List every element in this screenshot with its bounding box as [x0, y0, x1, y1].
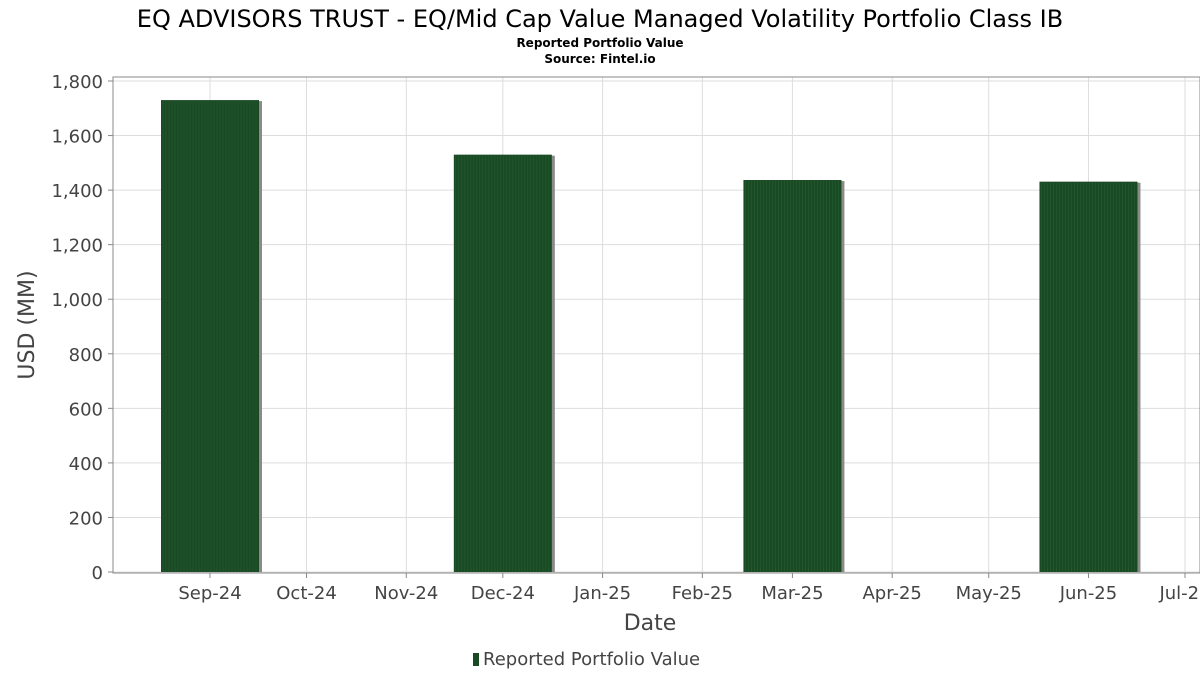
x-tick-label: Mar-25 [761, 583, 823, 604]
grid [113, 77, 1200, 573]
y-tick-label: 1,600 [51, 127, 103, 148]
x-axis: Sep-24 Oct-24 Nov-24 Dec-24 Jan-25 Feb-25 Mar-… [178, 573, 1200, 604]
legend: Reported Portfolio Value [473, 649, 700, 670]
x-tick-label: Feb-25 [672, 583, 733, 604]
x-tick-label: Nov-24 [374, 583, 438, 604]
bar [161, 100, 259, 572]
y-axis: 0 200 400 600 800 1,000 1,200 1,400 1,600 1,800 [51, 72, 113, 584]
x-tick-label: May-25 [956, 583, 1022, 604]
x-tick-label: Sep-24 [178, 583, 241, 604]
y-tick-label: 1,000 [51, 290, 103, 311]
bar [453, 154, 552, 572]
y-tick-label: 200 [69, 508, 103, 529]
bar [1039, 181, 1138, 572]
y-axis-label: USD (MM) [15, 270, 40, 379]
chart-subtitle: Reported Portfolio Value [516, 36, 683, 50]
y-tick-label: 1,200 [51, 236, 103, 257]
y-tick-label: 400 [69, 454, 103, 475]
x-tick-label: Jun-25 [1059, 583, 1118, 604]
legend-label: Reported Portfolio Value [483, 649, 700, 670]
x-tick-label: Apr-25 [862, 583, 921, 604]
y-tick-label: 1,400 [51, 181, 103, 202]
y-tick-label: 600 [69, 399, 103, 420]
y-tick-label: 1,800 [51, 72, 103, 93]
bars [161, 100, 1141, 573]
plot-frame [112, 76, 1200, 574]
x-tick-label: Jul-25 [1158, 583, 1200, 604]
x-tick-label: Oct-24 [276, 583, 337, 604]
y-tick-label: 800 [69, 345, 103, 366]
chart-title: EQ ADVISORS TRUST - EQ/Mid Cap Value Man… [137, 5, 1063, 33]
y-tick-label: 0 [92, 563, 103, 584]
legend-swatch [473, 653, 479, 666]
x-tick-label: Dec-24 [471, 583, 535, 604]
chart-source: Source: Fintel.io [544, 52, 655, 66]
bar [743, 180, 842, 573]
x-tick-label: Jan-25 [573, 583, 631, 604]
x-axis-label: Date [624, 611, 677, 636]
